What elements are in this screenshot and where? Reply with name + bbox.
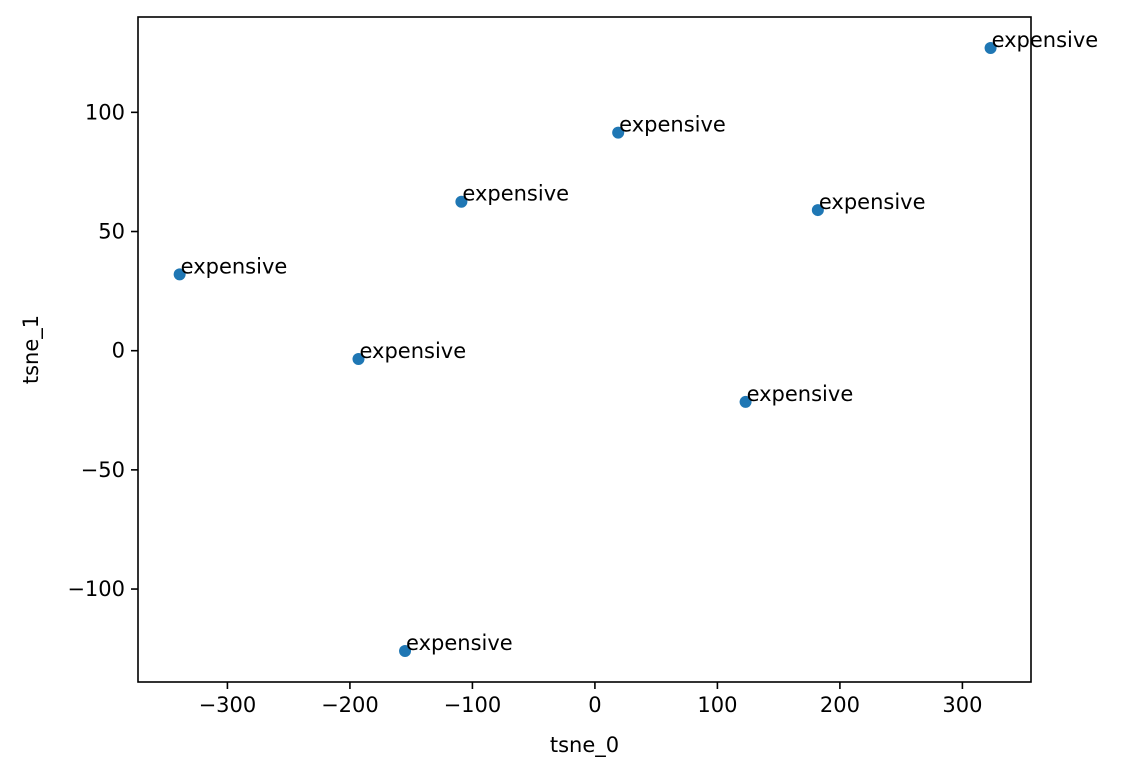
data-point xyxy=(739,395,752,408)
data-point xyxy=(984,41,997,54)
data-point xyxy=(173,268,186,281)
x-tick-label: −300 xyxy=(199,693,257,717)
y-axis: −100 −50 0 50 100 xyxy=(67,100,138,601)
point-label: expensive xyxy=(819,190,926,214)
y-tick-label: −50 xyxy=(81,458,125,482)
x-tick-label: 100 xyxy=(697,693,737,717)
x-tick-label: 0 xyxy=(588,693,601,717)
x-axis-label: tsne_0 xyxy=(550,733,619,758)
x-tick-label: −100 xyxy=(444,693,502,717)
y-tick-label: −100 xyxy=(67,577,125,601)
data-point xyxy=(352,353,365,366)
data-points xyxy=(173,41,997,658)
x-tick-label: 300 xyxy=(942,693,982,717)
point-label: expensive xyxy=(619,113,726,137)
point-label: expensive xyxy=(406,631,513,655)
point-label: expensive xyxy=(992,28,1099,52)
point-label: expensive xyxy=(462,182,569,206)
point-labels: expensive expensive expensive expensive expe… xyxy=(181,28,1099,655)
y-tick-label: 50 xyxy=(98,220,125,244)
y-axis-label: tsne_1 xyxy=(19,315,44,384)
y-tick-label: 0 xyxy=(112,339,125,363)
data-point xyxy=(811,204,824,217)
data-point xyxy=(612,126,625,139)
y-tick-label: 100 xyxy=(85,100,125,124)
point-label: expensive xyxy=(181,254,288,278)
x-axis: −300 −200 −100 0 100 200 300 xyxy=(199,682,982,717)
data-point xyxy=(455,195,468,208)
plot-background xyxy=(138,17,1031,682)
point-label: expensive xyxy=(747,382,854,406)
point-label: expensive xyxy=(359,339,466,363)
x-tick-label: −200 xyxy=(321,693,379,717)
x-tick-label: 200 xyxy=(820,693,860,717)
plot-frame xyxy=(137,16,1032,683)
data-point xyxy=(399,645,412,658)
